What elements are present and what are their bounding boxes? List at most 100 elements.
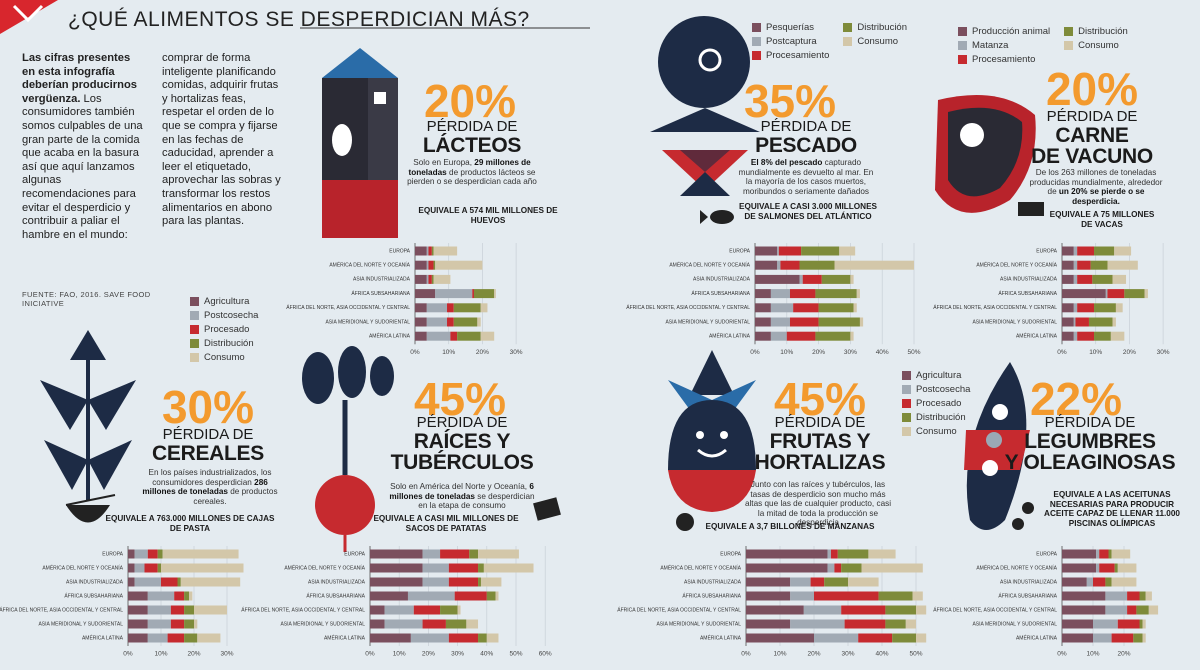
bar-segment — [448, 563, 479, 573]
bar-segment — [777, 260, 781, 270]
bar-segment — [450, 331, 458, 341]
bar-segment — [453, 317, 478, 327]
bar-segment — [916, 605, 927, 615]
bar-segment — [1094, 246, 1115, 256]
category-label: ÁFRICA SUBSAHARIANA — [64, 592, 123, 599]
category-label: ÁFRICA DEL NORTE, ASIA OCCIDENTAL Y CENT… — [933, 304, 1057, 311]
bar-segment — [755, 303, 771, 313]
legend: Agricultura Postcosecha Procesado Distribuc… — [190, 296, 258, 363]
bar-segment — [1115, 303, 1123, 313]
bar-segment — [834, 260, 914, 270]
bar-segment — [422, 563, 449, 573]
legend-swatch — [752, 51, 761, 60]
bar-segment — [184, 633, 198, 643]
bar-segment — [1136, 605, 1149, 615]
bar-segment — [435, 289, 473, 299]
panel-title: PÉRDIDA DE CARNE DE VACUNO — [992, 108, 1192, 167]
bar-segment — [1105, 289, 1108, 299]
bar-segment — [167, 633, 185, 643]
category-label: AMÉRICA DEL NORTE Y OCEANÍA — [284, 564, 365, 571]
bar-segment — [912, 591, 923, 601]
bar-segment — [814, 633, 859, 643]
bar-segment — [755, 289, 771, 299]
legend-swatch — [902, 385, 911, 394]
bar-segment — [483, 563, 534, 573]
intro-body: Los consumidores también somos culpables… — [22, 52, 281, 241]
title-line: PESCADO — [755, 134, 857, 157]
bar-segment — [426, 246, 429, 256]
title-line: PÉRDIDA DE — [760, 118, 852, 135]
bar-segment — [433, 274, 451, 284]
category-label: ASIA MERIDIONAL Y SUDORIENTAL — [656, 621, 741, 627]
bar-segment — [1062, 633, 1093, 643]
title-line: CEREALES — [152, 442, 264, 465]
bar-segment — [1096, 563, 1100, 573]
bar-segment — [428, 260, 434, 270]
category-label: EUROPA — [1036, 248, 1057, 254]
legend-swatch — [190, 353, 199, 362]
bar-segment — [770, 317, 790, 327]
x-tick-label: 20% — [422, 651, 435, 658]
description-part: De los 263 millones de toneladas produci… — [1029, 168, 1163, 197]
x-tick-label: 0% — [1057, 349, 1067, 356]
category-label: ASIA INDUSTRIALIZADA — [693, 277, 751, 283]
bar-segment — [780, 260, 800, 270]
bar-segment — [1127, 605, 1137, 615]
beet-illustration — [302, 346, 561, 552]
bar-segment — [916, 633, 927, 643]
title-line: PÉRDIDA DE — [774, 414, 866, 431]
bar-segment — [1077, 260, 1091, 270]
bar-segment — [1062, 563, 1097, 573]
bar-segment — [157, 549, 163, 559]
bar-segment — [777, 246, 779, 256]
bar-segment — [431, 246, 434, 256]
bar-segment — [850, 274, 854, 284]
description: El 8% del pescado capturado mundialmente… — [736, 158, 876, 196]
legend-item: Producción animal — [958, 26, 1050, 37]
x-tick-label: 20% — [1123, 349, 1136, 356]
category-label: AMÉRICA DEL NORTE Y OCEANÍA — [976, 262, 1057, 269]
equivalence: EQUIVALE A LAS ACEITUNAS NECESARIAS PARA… — [1044, 490, 1180, 528]
x-tick-label: 50% — [909, 651, 922, 658]
x-tick-label: 50% — [509, 651, 522, 658]
description: Solo en América del Norte y Oceanía, 6 m… — [387, 482, 537, 511]
legend-item: Distribución — [902, 412, 970, 423]
category-label: ASIA INDUSTRIALIZADA — [1000, 277, 1058, 283]
legend-item: Matanza — [958, 40, 1050, 51]
bar-segment — [1077, 303, 1095, 313]
bar-segment — [1062, 303, 1074, 313]
bar-segment — [770, 289, 790, 299]
category-label: AMÉRICA LATINA — [1016, 333, 1058, 340]
x-tick-label: 30% — [220, 651, 233, 658]
x-tick-label: 30% — [510, 349, 523, 356]
bar-segment — [885, 619, 906, 629]
x-tick-label: 30% — [841, 651, 854, 658]
legend-label: Postcosecha — [204, 310, 259, 321]
leaf-illustration — [40, 330, 136, 523]
x-tick-label: 40% — [876, 349, 889, 356]
title-line: HORTALIZAS — [754, 451, 886, 474]
legend-swatch — [958, 41, 967, 50]
bar-segment — [415, 274, 427, 284]
bar-segment — [128, 605, 148, 615]
x-tick-label: 0% — [1057, 651, 1067, 658]
bar-segment — [755, 331, 771, 341]
bar-segment — [447, 303, 454, 313]
bar-segment — [1092, 274, 1113, 284]
category-label: ÁFRICA DEL NORTE, ASIA OCCIDENTAL Y CENT… — [241, 606, 365, 613]
x-tick-label: 50% — [907, 349, 920, 356]
description-part: de productos lácteos se pierden o se des… — [407, 167, 537, 187]
legend: Producción animal Matanza Procesamiento Dis… — [958, 26, 1128, 65]
category-label: ASIA INDUSTRIALIZADA — [1000, 579, 1058, 585]
bar-segment — [453, 303, 481, 313]
bar-segment — [1112, 317, 1116, 327]
x-tick-label: 30% — [451, 651, 464, 658]
bar-segment — [815, 331, 851, 341]
bar-segment — [1093, 633, 1112, 643]
bar-segment — [426, 317, 448, 327]
panel-title: PÉRDIDA DE RAÍCES Y TUBÉRCULOS — [362, 414, 562, 473]
bar-segment — [189, 591, 193, 601]
x-tick-label: 10% — [154, 651, 167, 658]
description: Solo en Europa, 29 millones de toneladas… — [402, 158, 542, 187]
equivalence: EQUIVALE A 3,7 BILLONES DE MANZANAS — [705, 522, 875, 531]
